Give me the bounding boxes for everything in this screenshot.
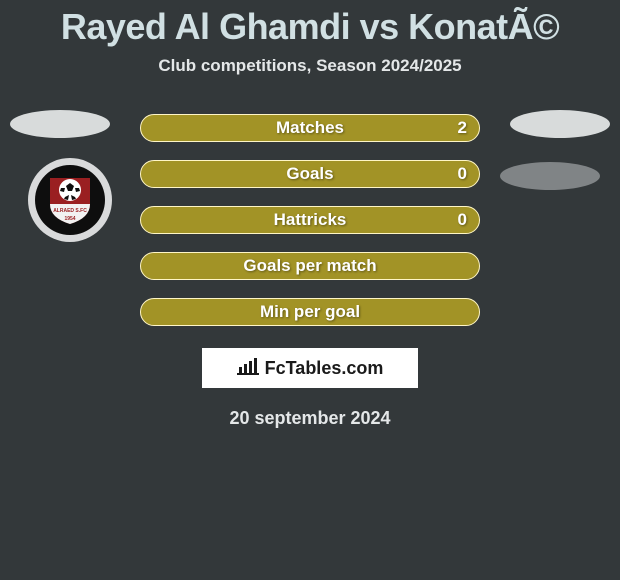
stat-label: Matches [276,118,344,138]
page-title: Rayed Al Ghamdi vs KonatÃ© [61,2,559,56]
stat-label: Goals [286,164,333,184]
brand-text: FcTables.com [265,358,384,379]
stat-row-goals: Goals 0 [140,160,480,188]
brand-box[interactable]: FcTables.com [202,348,418,388]
svg-text:1954: 1954 [64,216,75,222]
stat-label: Goals per match [243,256,376,276]
stat-value: 0 [458,210,467,230]
stats-area: ALRAED S.FC 1954 Matches 2 Goals 0 Hattr… [0,114,620,429]
club-badge: ALRAED S.FC 1954 [28,158,112,242]
stat-row-goals-per-match: Goals per match [140,252,480,280]
player-left-placeholder [10,110,110,138]
stat-row-matches: Matches 2 [140,114,480,142]
stat-value: 0 [458,164,467,184]
date-text: 20 september 2024 [0,408,620,429]
stat-label: Hattricks [274,210,347,230]
page-subtitle: Club competitions, Season 2024/2025 [158,56,461,76]
svg-text:ALRAED S.FC: ALRAED S.FC [53,208,87,214]
chart-icon [237,357,259,380]
stat-value: 2 [458,118,467,138]
player-right-placeholder-1 [510,110,610,138]
player-right-placeholder-2 [500,162,600,190]
stat-label: Min per goal [260,302,360,322]
stat-rows: Matches 2 Goals 0 Hattricks 0 Goals per … [140,114,480,326]
stat-row-min-per-goal: Min per goal [140,298,480,326]
stat-row-hattricks: Hattricks 0 [140,206,480,234]
